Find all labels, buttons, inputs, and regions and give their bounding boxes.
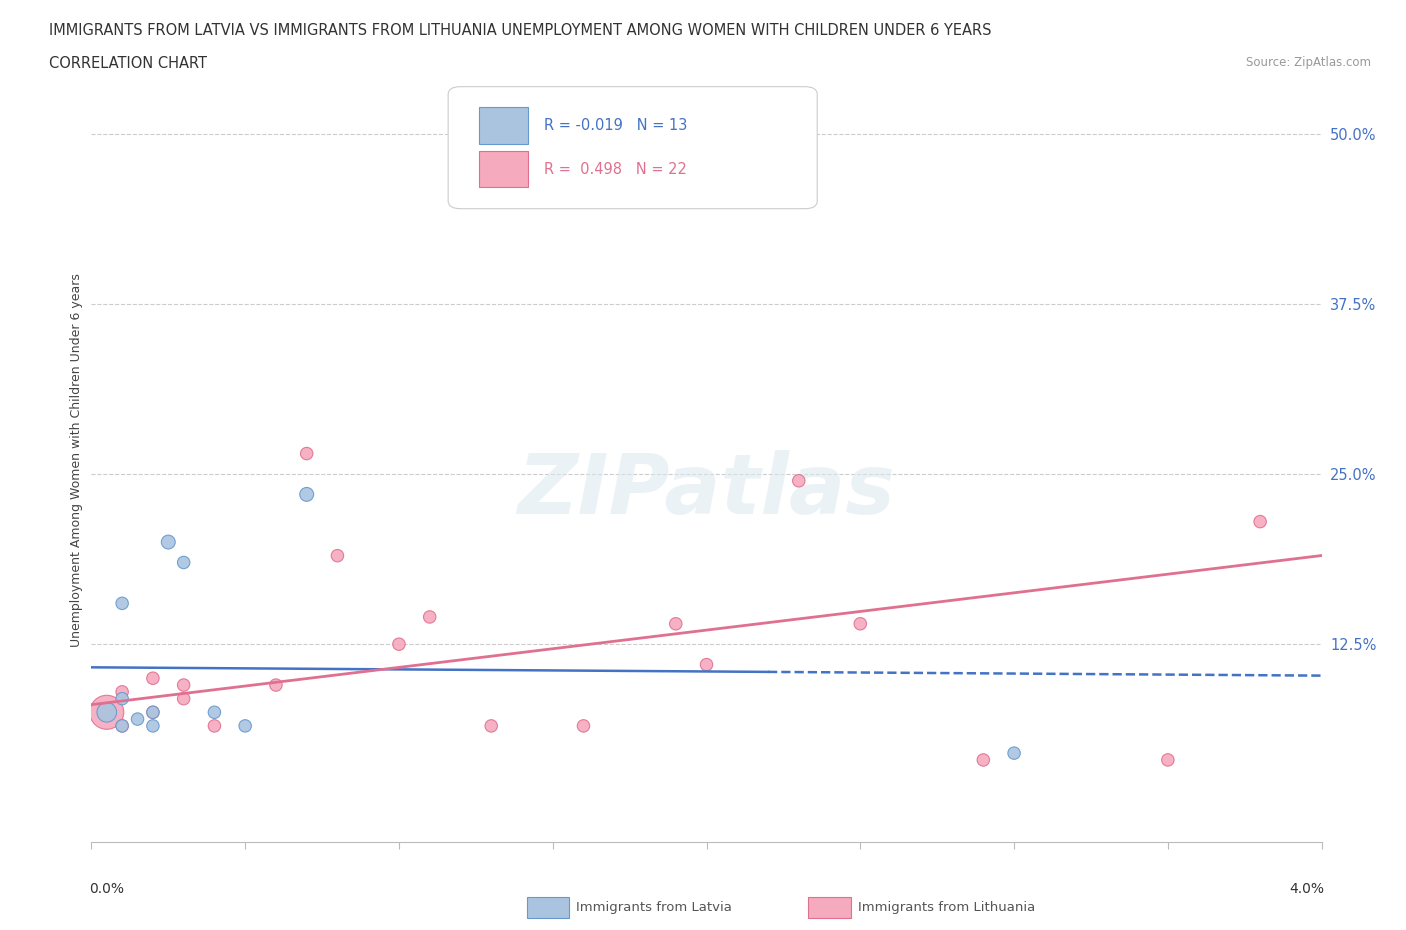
Point [111, 691, 134, 706]
Point [127, 711, 149, 726]
Point [972, 752, 994, 767]
Y-axis label: Unemployment Among Women with Children Under 6 years: Unemployment Among Women with Children U… [70, 273, 83, 647]
Point [849, 617, 872, 631]
FancyBboxPatch shape [449, 86, 817, 208]
Point [233, 719, 256, 734]
Point [264, 678, 287, 693]
Point [111, 719, 134, 734]
Text: R = -0.019   N = 13: R = -0.019 N = 13 [544, 118, 688, 133]
Text: 4.0%: 4.0% [1289, 882, 1324, 897]
Point [295, 487, 318, 502]
Point [202, 705, 225, 720]
Text: Immigrants from Latvia: Immigrants from Latvia [576, 901, 733, 914]
Point [388, 637, 411, 652]
Point [295, 446, 318, 461]
Text: IMMIGRANTS FROM LATVIA VS IMMIGRANTS FROM LITHUANIA UNEMPLOYMENT AMONG WOMEN WIT: IMMIGRANTS FROM LATVIA VS IMMIGRANTS FRO… [49, 23, 991, 38]
Point [142, 705, 165, 720]
Point [787, 473, 810, 488]
Text: ZIPatlas: ZIPatlas [517, 450, 896, 531]
Point [572, 719, 595, 734]
FancyBboxPatch shape [479, 151, 529, 187]
Text: Immigrants from Lithuania: Immigrants from Lithuania [858, 901, 1035, 914]
Point [695, 658, 717, 672]
Point [142, 705, 165, 720]
Point [142, 719, 165, 734]
Point [1249, 514, 1271, 529]
Point [96, 705, 118, 720]
Point [479, 719, 502, 734]
Point [111, 596, 134, 611]
Point [326, 549, 349, 564]
Point [1002, 746, 1025, 761]
Point [202, 719, 225, 734]
Point [173, 678, 195, 693]
Point [111, 684, 134, 699]
Point [96, 705, 118, 720]
Text: R =  0.498   N = 22: R = 0.498 N = 22 [544, 162, 688, 177]
Point [173, 691, 195, 706]
Point [1157, 752, 1180, 767]
Point [142, 671, 165, 685]
Point [111, 719, 134, 734]
Text: CORRELATION CHART: CORRELATION CHART [49, 56, 207, 71]
Point [157, 535, 180, 550]
Point [173, 555, 195, 570]
Text: 0.0%: 0.0% [89, 882, 124, 897]
Text: Source: ZipAtlas.com: Source: ZipAtlas.com [1246, 56, 1371, 69]
FancyBboxPatch shape [479, 107, 529, 144]
Point [665, 617, 688, 631]
Point [419, 609, 441, 624]
